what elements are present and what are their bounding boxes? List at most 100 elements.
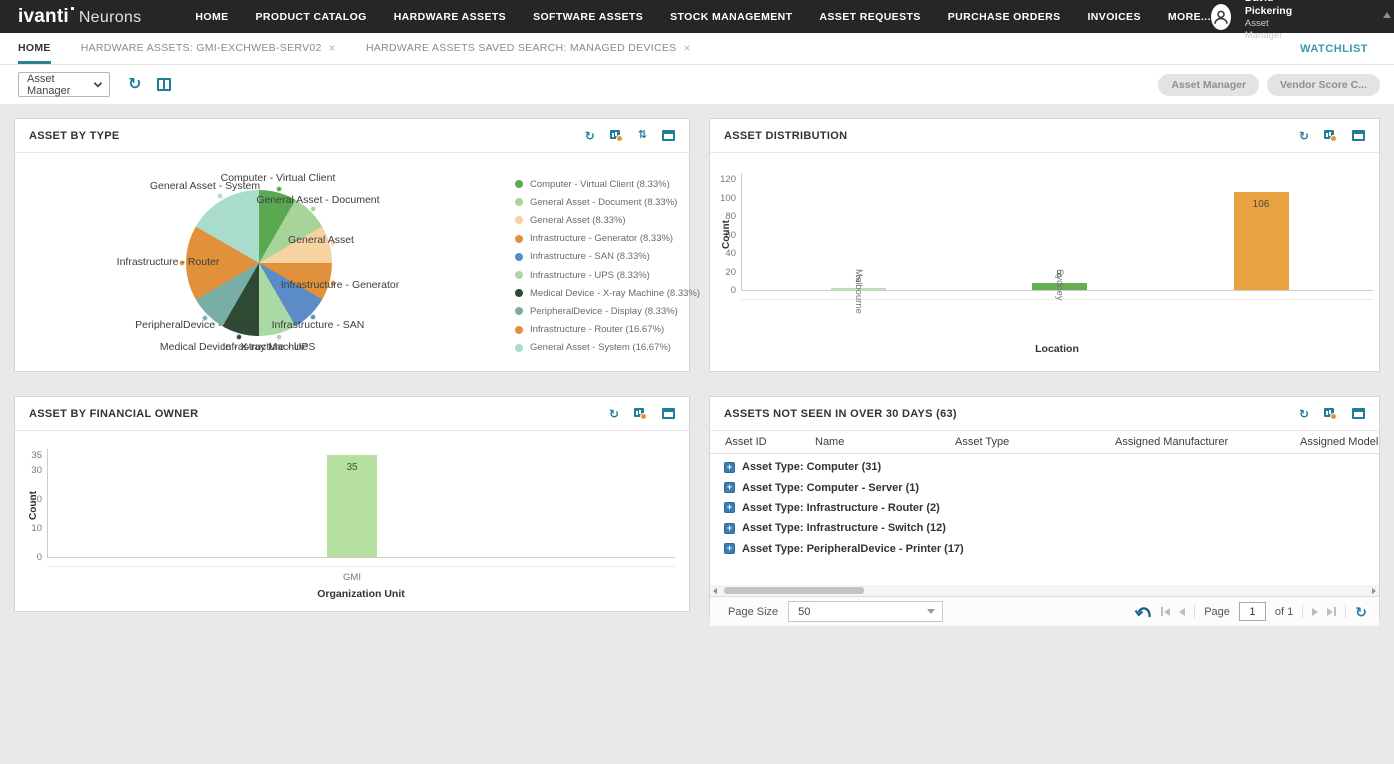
legend-dot [515, 234, 523, 243]
person-icon [1214, 10, 1228, 24]
column-header-asset-id[interactable]: Asset ID [725, 436, 767, 448]
bar-unlabeled[interactable] [1233, 192, 1289, 290]
bar-sydney[interactable] [1031, 283, 1087, 290]
sort-icon[interactable]: ⇅ [637, 129, 647, 141]
legend-item-infrastructure-generator[interactable]: Infrastructure - Generator (8.33%) [515, 230, 700, 248]
expand-group-icon[interactable]: + [724, 461, 735, 473]
expand-group-icon[interactable]: + [724, 522, 735, 534]
y-tick-label: 30 [31, 464, 42, 476]
tab-hardware-assets-gmi-exchweb-serv02[interactable]: HARDWARE ASSETS: GMI-EXCHWEB-SERV02 × [81, 33, 336, 64]
legend-dot [515, 343, 523, 352]
bar-melbourne[interactable] [830, 288, 886, 290]
first-page-button[interactable] [1161, 607, 1171, 616]
table-group-rows: + Asset Type: Computer (31) + Asset Type: C… [710, 454, 1379, 576]
legend-item-general-asset-system[interactable]: General Asset - System (16.67%) [515, 339, 700, 357]
expand-group-icon[interactable]: + [724, 543, 735, 555]
refresh-table-icon[interactable]: ↻ [1355, 603, 1367, 620]
export-schedule-icon[interactable] [1324, 407, 1337, 420]
refresh-dashboard-icon[interactable]: ↻ [128, 75, 142, 93]
nav-item-more[interactable]: MORE... [1167, 10, 1211, 23]
legend-item-infrastructure-router[interactable]: Infrastructure - Router (16.67%) [515, 321, 700, 339]
nav-item-product-catalog[interactable]: PRODUCT CATALOG [255, 10, 367, 23]
tab-hardware-assets-saved-search-managed-dev[interactable]: HARDWARE ASSETS SAVED SEARCH: MANAGED DE… [366, 33, 691, 64]
scrollbar-thumb[interactable] [724, 587, 864, 594]
layout-columns-icon[interactable] [157, 78, 172, 91]
legend-item-infrastructure-san[interactable]: Infrastructure - SAN (8.33%) [515, 248, 700, 266]
avatar[interactable] [1210, 3, 1231, 30]
tab-close-icon[interactable]: × [328, 41, 336, 55]
nav-item-stock-management[interactable]: STOCK MANAGEMENT [670, 10, 793, 23]
legend-item-general-asset[interactable]: General Asset (8.33%) [515, 211, 700, 229]
page-of-label: of 1 [1274, 605, 1294, 618]
pie-callout-pin [310, 205, 317, 212]
tab-home[interactable]: HOME [18, 33, 51, 64]
x-tick-label: GMI [343, 572, 361, 583]
page-size-select[interactable]: 50 [788, 601, 944, 622]
horizontal-scrollbar[interactable] [710, 585, 1379, 596]
refresh-icon[interactable]: ↻ [608, 406, 619, 421]
refresh-icon[interactable]: ↻ [1298, 406, 1309, 421]
tab-close-icon[interactable]: × [683, 41, 691, 55]
pie-slice-label: Infrastructure - Generator [280, 279, 400, 291]
column-header-asset-type[interactable]: Asset Type [955, 436, 1010, 448]
collapse-all-icon[interactable] [1134, 604, 1152, 619]
legend-label: Infrastructure - Router (16.67%) [530, 324, 665, 336]
expand-group-icon[interactable]: + [724, 502, 735, 514]
refresh-icon[interactable]: ↻ [1298, 128, 1309, 143]
column-header-assigned-model[interactable]: Assigned Model [1300, 436, 1379, 448]
previous-page-button[interactable] [1179, 607, 1186, 616]
expand-group-icon[interactable]: + [724, 482, 735, 494]
group-row-label: Asset Type: PeripheralDevice - Printer (… [742, 542, 964, 555]
legend-label: Infrastructure - UPS (8.33%) [530, 269, 650, 281]
watchlist-link[interactable]: WATCHLIST [1300, 42, 1368, 55]
scrollbar-up-icon[interactable] [1383, 12, 1391, 18]
page-number-input[interactable] [1238, 602, 1266, 621]
last-page-button[interactable] [1327, 607, 1337, 616]
bar-gmi[interactable] [327, 455, 377, 557]
pie[interactable] [186, 190, 332, 336]
legend-item-infrastructure-ups[interactable]: Infrastructure - UPS (8.33%) [515, 266, 700, 284]
tab-label: HARDWARE ASSETS: GMI-EXCHWEB-SERV02 [80, 42, 322, 54]
refresh-icon[interactable]: ↻ [584, 128, 595, 143]
column-header-assigned-manufacturer[interactable]: Assigned Manufacturer [1115, 436, 1229, 448]
x-tick-label: Melbourne [853, 269, 864, 314]
panel-asset-by-type-header: ASSET BY TYPE ↻ ⇅ [15, 119, 689, 153]
scroll-right-icon[interactable] [1372, 587, 1376, 594]
pill-asset-manager[interactable]: Asset Manager [1158, 73, 1260, 96]
expand-window-icon[interactable] [662, 408, 675, 419]
user-block[interactable]: David Pickering Asset Manager [1245, 0, 1305, 42]
y-tick-label: 120 [720, 174, 736, 185]
panel-title: ASSET BY FINANCIAL OWNER [29, 407, 199, 420]
panel-assets-not-seen: ASSETS NOT SEEN IN OVER 30 DAYS (63) ↻ A… [709, 396, 1380, 626]
nav-item-asset-requests[interactable]: ASSET REQUESTS [819, 10, 921, 23]
export-schedule-icon[interactable] [609, 129, 623, 142]
legend-item-peripheraldevice-display[interactable]: PeripheralDevice - Display (8.33%) [515, 302, 700, 320]
nav-item-invoices[interactable]: INVOICES [1087, 10, 1141, 23]
export-schedule-icon[interactable] [1324, 129, 1337, 142]
nav-item-purchase-orders[interactable]: PURCHASE ORDERS [947, 10, 1061, 23]
nav-item-software-assets[interactable]: SOFTWARE ASSETS [533, 10, 644, 23]
expand-window-icon[interactable] [662, 130, 675, 141]
legend-item-general-asset-document[interactable]: General Asset - Document (8.33%) [515, 193, 700, 211]
dashboard-select[interactable]: Asset Manager [18, 72, 110, 97]
nav-item-home[interactable]: HOME [195, 10, 229, 23]
expand-window-icon[interactable] [1352, 408, 1365, 419]
y-tick-label: 0 [730, 285, 736, 296]
dashboard: ASSET BY TYPE ↻ ⇅ Computer - Virtual Cli… [0, 104, 1394, 626]
pill-vendor-score-c[interactable]: Vendor Score C... [1267, 73, 1380, 96]
pie-slice-label: Medical Device - X-ray Machine [159, 341, 309, 353]
next-page-button[interactable] [1312, 607, 1319, 616]
legend-item-medical-device-x-ray-machine[interactable]: Medical Device - X-ray Machine (8.33%) [515, 284, 700, 302]
chevron-down-icon [93, 82, 103, 88]
pie-slice-label: General Asset - Document [256, 194, 380, 206]
group-row-label: Asset Type: Infrastructure - Router (2) [742, 501, 940, 514]
column-header-name[interactable]: Name [815, 436, 845, 448]
export-schedule-icon[interactable] [634, 407, 647, 420]
pager-controls: Page of 1 ↻ [1134, 602, 1367, 621]
scroll-left-icon[interactable] [713, 587, 717, 594]
pie-callout-pin [330, 279, 337, 286]
legend-item-computer-virtual-client[interactable]: Computer - Virtual Client (8.33%) [515, 175, 700, 193]
nav-item-hardware-assets[interactable]: HARDWARE ASSETS [393, 10, 507, 23]
expand-window-icon[interactable] [1352, 130, 1365, 141]
panel-asset-by-financial-owner: ASSET BY FINANCIAL OWNER ↻ 0 10 20 30 35 Coun… [14, 396, 690, 612]
